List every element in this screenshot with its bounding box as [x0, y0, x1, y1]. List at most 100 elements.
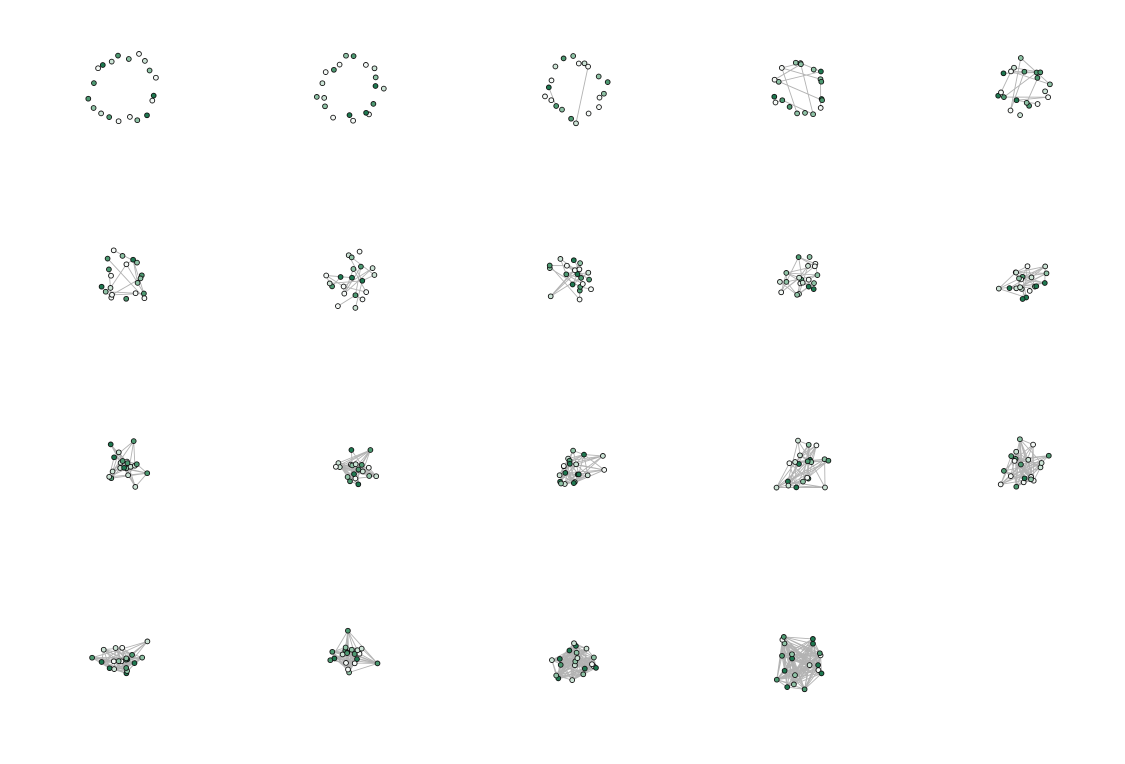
network-node — [570, 447, 576, 454]
network-node — [1013, 483, 1020, 490]
network-node — [1016, 275, 1022, 282]
network-node — [548, 97, 555, 104]
network-node — [355, 481, 362, 488]
network-node — [1008, 68, 1014, 75]
network-edge — [1000, 462, 1042, 485]
network-node — [570, 53, 577, 59]
network-node — [581, 665, 588, 672]
network-edge — [569, 650, 595, 658]
network-node — [817, 105, 824, 111]
network-panel-3 — [542, 53, 611, 127]
network-node — [1019, 296, 1026, 302]
network-node — [108, 272, 114, 279]
network-nodes — [333, 447, 380, 488]
network-node — [98, 283, 105, 290]
network-edge — [788, 459, 811, 486]
network-panel-1 — [85, 51, 159, 125]
network-node — [585, 63, 591, 70]
network-node — [601, 467, 608, 473]
network-node — [124, 460, 131, 466]
network-nodes — [771, 59, 825, 118]
network-edge — [1014, 460, 1032, 480]
network-edge — [343, 267, 373, 287]
network-node — [547, 293, 554, 300]
network-node — [371, 272, 378, 278]
network-node — [340, 283, 347, 290]
network-node — [359, 296, 366, 303]
network-node — [571, 640, 577, 647]
network-node — [818, 78, 825, 85]
network-node — [786, 104, 793, 110]
network-edge — [126, 264, 145, 294]
network-edge — [575, 66, 589, 124]
network-node — [358, 462, 365, 468]
network-edge — [558, 667, 597, 679]
network-node — [1001, 94, 1007, 100]
network-node — [89, 654, 95, 661]
network-node — [95, 65, 101, 72]
network-nodes — [327, 627, 381, 676]
network-node — [805, 441, 812, 448]
network-edge — [548, 87, 557, 107]
network-node — [997, 481, 1004, 488]
network-edges — [774, 62, 823, 115]
network-node — [149, 97, 156, 104]
network-node — [351, 660, 358, 667]
network-node — [370, 101, 377, 107]
network-edge — [331, 651, 349, 670]
network-node — [584, 472, 591, 479]
network-edge — [133, 441, 136, 466]
network-node — [562, 470, 569, 476]
network-node — [566, 460, 573, 467]
network-edge — [788, 445, 817, 486]
network-node — [564, 262, 570, 269]
network-node — [825, 457, 832, 464]
network-node — [548, 77, 555, 84]
network-node — [372, 74, 379, 81]
network-node — [1028, 274, 1035, 281]
network-node — [372, 83, 379, 89]
network-node — [1045, 94, 1051, 101]
network-node — [794, 110, 800, 117]
network-node — [1034, 75, 1041, 81]
network-edge — [112, 452, 120, 472]
network-node — [578, 275, 584, 281]
network-node — [596, 94, 603, 101]
network-edge — [577, 469, 605, 475]
network-node — [322, 69, 329, 75]
network-node — [141, 295, 148, 302]
network-node — [336, 61, 343, 68]
network-node — [337, 274, 344, 280]
network-edge — [583, 454, 589, 476]
network-node — [123, 261, 130, 268]
network-panel-14 — [773, 437, 832, 491]
network-node — [146, 67, 153, 74]
network-node — [798, 61, 804, 68]
network-edge — [784, 670, 822, 674]
network-node — [98, 110, 104, 117]
network-node — [1007, 473, 1014, 479]
network-node — [810, 640, 816, 647]
network-node — [363, 289, 370, 295]
network-edge — [1020, 455, 1049, 465]
network-node — [557, 256, 564, 262]
network-node — [330, 114, 336, 121]
network-edge — [578, 454, 585, 475]
network-node — [322, 103, 328, 110]
network-node — [359, 277, 366, 284]
network-node — [144, 638, 151, 645]
network-node — [569, 677, 576, 683]
network-edge — [111, 293, 144, 296]
network-edge — [1010, 57, 1022, 111]
network-node — [1042, 263, 1049, 270]
network-edge — [788, 460, 829, 486]
network-edge — [779, 281, 798, 296]
network-node — [131, 660, 138, 666]
network-node — [1017, 436, 1023, 443]
network-node — [115, 658, 122, 664]
network-node — [380, 85, 387, 92]
network-panel-6 — [98, 247, 148, 302]
network-node — [552, 63, 559, 70]
network-edge — [781, 67, 798, 114]
network-panel-4 — [771, 59, 825, 118]
